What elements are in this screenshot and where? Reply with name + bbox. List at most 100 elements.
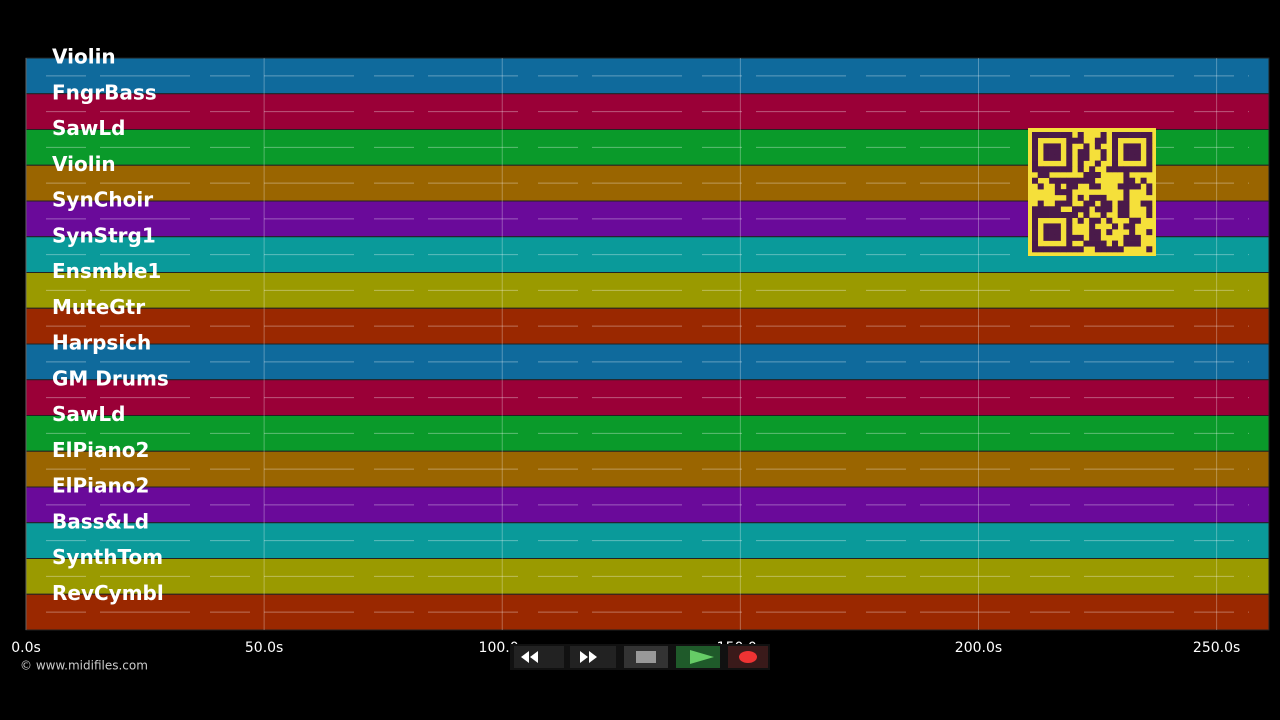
qr-module bbox=[1129, 154, 1136, 161]
qr-module bbox=[1049, 154, 1056, 161]
qr-module bbox=[1140, 200, 1147, 207]
track-name: Violin bbox=[52, 152, 116, 176]
qr-module bbox=[1032, 246, 1039, 253]
qr-module bbox=[1072, 137, 1079, 144]
qr-module bbox=[1060, 177, 1067, 184]
qr-module bbox=[1112, 149, 1119, 156]
qr-module bbox=[1037, 200, 1044, 207]
qr-module bbox=[1060, 189, 1067, 196]
qr-module bbox=[1123, 234, 1130, 241]
qr-module bbox=[1089, 217, 1096, 224]
qr-module bbox=[1037, 132, 1044, 139]
qr-module bbox=[1089, 166, 1096, 173]
qr-module bbox=[1037, 206, 1044, 213]
qr-module bbox=[1043, 246, 1050, 253]
qr-module bbox=[1134, 217, 1141, 224]
qr-module bbox=[1054, 246, 1061, 253]
qr-module bbox=[1094, 240, 1101, 247]
qr-module bbox=[1072, 246, 1079, 253]
qr-module bbox=[1054, 166, 1061, 173]
qr-module bbox=[1112, 160, 1119, 167]
track-band bbox=[25, 93, 1270, 130]
qr-module bbox=[1117, 183, 1124, 190]
track-band bbox=[25, 307, 1270, 345]
track-band bbox=[25, 522, 1270, 559]
qr-module bbox=[1083, 143, 1090, 150]
track-band bbox=[25, 415, 1270, 452]
track-name: ElPiano2 bbox=[52, 474, 149, 498]
qr-module bbox=[1123, 212, 1130, 219]
qr-module bbox=[1129, 143, 1136, 150]
qr-module bbox=[1146, 132, 1153, 139]
qr-module bbox=[1094, 137, 1101, 144]
qr-module bbox=[1146, 154, 1153, 161]
qr-module bbox=[1140, 166, 1147, 173]
qr-module bbox=[1146, 246, 1153, 253]
track-band bbox=[25, 450, 1270, 488]
qr-module bbox=[1094, 143, 1101, 150]
qr-module bbox=[1112, 154, 1119, 161]
qr-module bbox=[1129, 240, 1136, 247]
track-name: Ensmble1 bbox=[52, 259, 161, 283]
qr-module bbox=[1043, 223, 1050, 230]
qr-module bbox=[1032, 212, 1039, 219]
qr-module bbox=[1077, 149, 1084, 156]
qr-module bbox=[1123, 240, 1130, 247]
qr-module bbox=[1100, 246, 1107, 253]
track-name: Bass&Ld bbox=[52, 509, 149, 533]
qr-module bbox=[1043, 143, 1050, 150]
qr-module bbox=[1123, 183, 1130, 190]
tick-label: 200.0s bbox=[955, 640, 1002, 656]
qr-module bbox=[1106, 229, 1113, 236]
qr-module bbox=[1083, 172, 1090, 179]
qr-module bbox=[1060, 166, 1067, 173]
qr-module bbox=[1077, 194, 1084, 201]
fast-forward-button[interactable] bbox=[570, 646, 616, 668]
qr-module bbox=[1089, 240, 1096, 247]
play-button[interactable] bbox=[676, 646, 720, 668]
qr-module bbox=[1112, 223, 1119, 230]
qr-module bbox=[1032, 206, 1039, 213]
rewind-button[interactable] bbox=[514, 646, 564, 668]
qr-module bbox=[1066, 246, 1073, 253]
track-name: SynthTom bbox=[52, 545, 163, 569]
track-name: SawLd bbox=[52, 116, 125, 140]
qr-module bbox=[1129, 177, 1136, 184]
qr-module bbox=[1077, 137, 1084, 144]
qr-module bbox=[1066, 143, 1073, 150]
qr-module bbox=[1134, 183, 1141, 190]
qr-module bbox=[1106, 206, 1113, 213]
qr-module bbox=[1083, 206, 1090, 213]
track-band bbox=[25, 272, 1270, 309]
qr-module bbox=[1117, 212, 1124, 219]
qr-module bbox=[1083, 149, 1090, 156]
stop-button[interactable] bbox=[624, 646, 668, 668]
qr-module bbox=[1106, 200, 1113, 207]
qr-module bbox=[1049, 229, 1056, 236]
qr-module bbox=[1146, 183, 1153, 190]
qr-module bbox=[1032, 240, 1039, 247]
qr-module bbox=[1089, 200, 1096, 207]
qr-module bbox=[1060, 246, 1067, 253]
qr-module bbox=[1054, 206, 1061, 213]
qr-module bbox=[1123, 172, 1130, 179]
grid bbox=[25, 58, 1218, 630]
qr-module bbox=[1049, 166, 1056, 173]
track-band bbox=[25, 593, 1270, 631]
qr-module bbox=[1077, 234, 1084, 241]
qr-module bbox=[1117, 246, 1124, 253]
qr-module bbox=[1112, 132, 1119, 139]
qr-module bbox=[1123, 177, 1130, 184]
track-name: ElPiano2 bbox=[52, 438, 149, 462]
qr-module bbox=[1066, 223, 1073, 230]
qr-module bbox=[1146, 189, 1153, 196]
qr-module bbox=[1032, 132, 1039, 139]
qr-module bbox=[1089, 234, 1096, 241]
qr-module bbox=[1077, 206, 1084, 213]
record-button[interactable] bbox=[728, 646, 768, 668]
qr-module bbox=[1123, 223, 1130, 230]
qr-module bbox=[1083, 177, 1090, 184]
qr-module bbox=[1094, 234, 1101, 241]
tick-label: 250.0s bbox=[1193, 640, 1240, 656]
qr-module bbox=[1054, 177, 1061, 184]
